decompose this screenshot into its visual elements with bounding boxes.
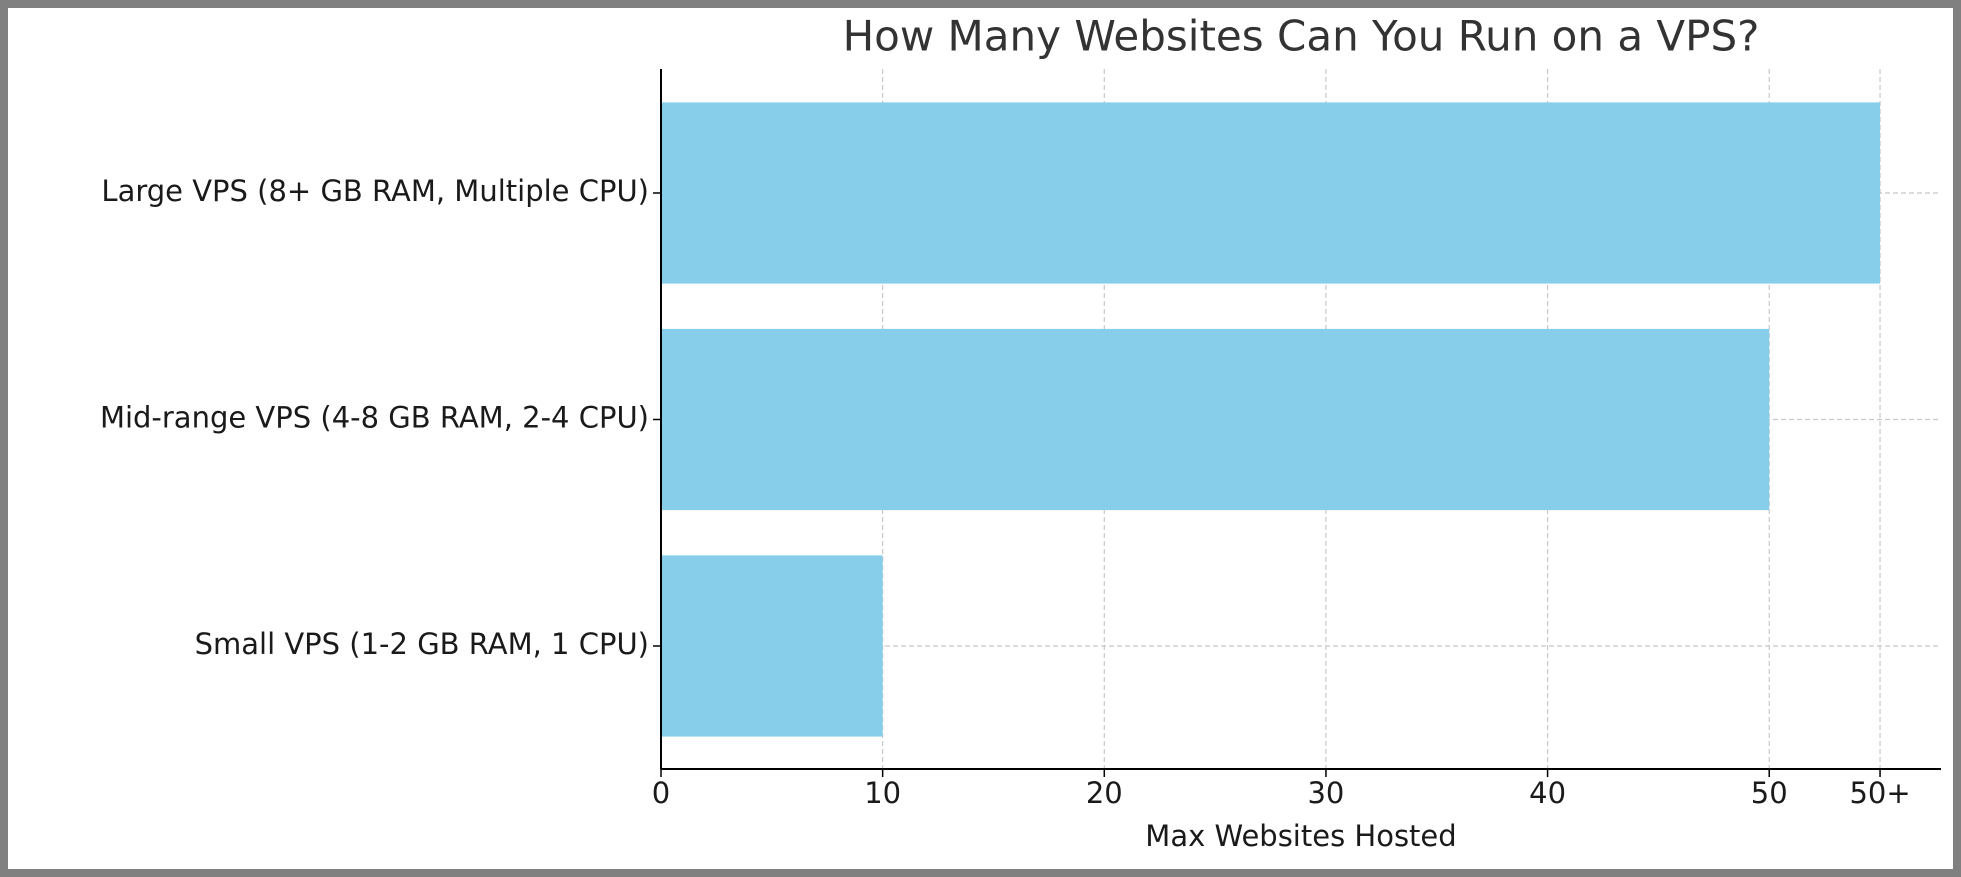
x-tick-label: 0 — [652, 776, 670, 810]
x-tick-label: 20 — [1086, 776, 1123, 810]
chart: How Many Websites Can You Run on a VPS? … — [100, 12, 1941, 853]
x-tick-label: 50+ — [1849, 776, 1910, 810]
bar — [661, 328, 1770, 511]
y-tick-label: Mid-range VPS (4-8 GB RAM, 2-4 CPU) — [100, 401, 649, 435]
x-tick-label: 40 — [1529, 776, 1566, 810]
bar — [661, 555, 883, 737]
x-tick-label: 10 — [864, 776, 901, 810]
y-tick-label: Large VPS (8+ GB RAM, Multiple CPU) — [101, 174, 649, 208]
y-tick-label: Small VPS (1-2 GB RAM, 1 CPU) — [195, 627, 649, 661]
chart-title: How Many Websites Can You Run on a VPS? — [843, 12, 1760, 61]
x-axis-label: Max Websites Hosted — [1145, 819, 1456, 853]
bar — [661, 102, 1881, 284]
x-tick-label: 30 — [1307, 776, 1344, 810]
x-tick-label: 50 — [1751, 776, 1788, 810]
